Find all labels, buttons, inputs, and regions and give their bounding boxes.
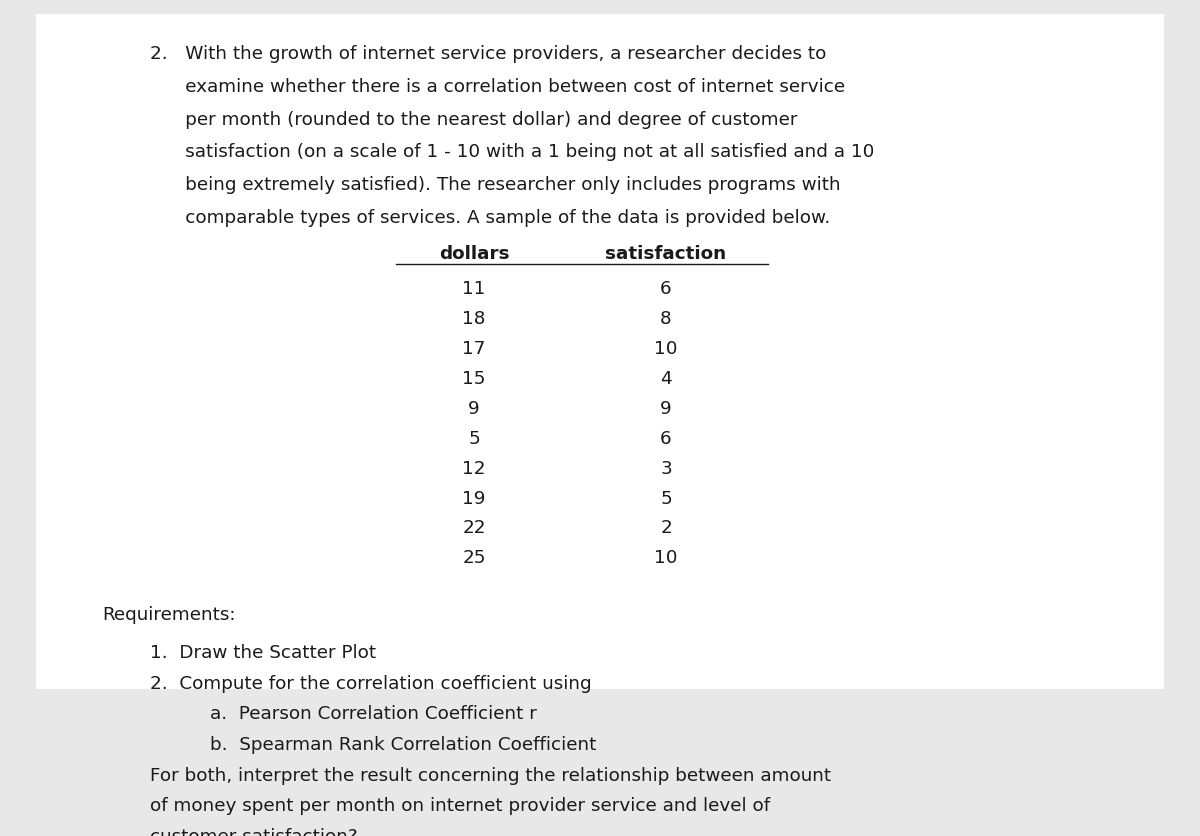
Text: a.  Pearson Correlation Coefficient r: a. Pearson Correlation Coefficient r (210, 706, 536, 723)
Text: 2: 2 (660, 519, 672, 538)
Text: 4: 4 (660, 370, 672, 388)
Text: dollars: dollars (439, 245, 509, 263)
Text: 8: 8 (660, 310, 672, 328)
Text: 10: 10 (654, 339, 678, 358)
Text: per month (rounded to the nearest dollar) and degree of customer: per month (rounded to the nearest dollar… (150, 110, 798, 129)
Text: 19: 19 (462, 490, 486, 507)
Text: 6: 6 (660, 280, 672, 298)
Text: 10: 10 (654, 549, 678, 568)
Text: satisfaction (on a scale of 1 - 10 with a 1 being not at all satisfied and a 10: satisfaction (on a scale of 1 - 10 with … (150, 144, 875, 161)
Text: 3: 3 (660, 460, 672, 477)
Text: 18: 18 (462, 310, 486, 328)
Text: 9: 9 (660, 400, 672, 418)
Text: 5: 5 (660, 490, 672, 507)
Text: satisfaction: satisfaction (606, 245, 726, 263)
Text: 2.  Compute for the correlation coefficient using: 2. Compute for the correlation coefficie… (150, 675, 592, 693)
Text: 25: 25 (462, 549, 486, 568)
Text: For both, interpret the result concerning the relationship between amount: For both, interpret the result concernin… (150, 767, 832, 785)
Text: 15: 15 (462, 370, 486, 388)
Text: examine whether there is a correlation between cost of internet service: examine whether there is a correlation b… (150, 78, 845, 96)
Text: 9: 9 (468, 400, 480, 418)
Text: 17: 17 (462, 339, 486, 358)
Text: comparable types of services. A sample of the data is provided below.: comparable types of services. A sample o… (150, 209, 830, 227)
Text: 12: 12 (462, 460, 486, 477)
Text: Requirements:: Requirements: (102, 606, 235, 624)
Text: 1.  Draw the Scatter Plot: 1. Draw the Scatter Plot (150, 644, 376, 662)
Text: of money spent per month on internet provider service and level of: of money spent per month on internet pro… (150, 798, 770, 815)
Text: b.  Spearman Rank Correlation Coefficient: b. Spearman Rank Correlation Coefficient (210, 736, 596, 754)
Text: 2.   With the growth of internet service providers, a researcher decides to: 2. With the growth of internet service p… (150, 45, 827, 64)
FancyBboxPatch shape (36, 14, 1164, 690)
Text: 6: 6 (660, 430, 672, 447)
Text: being extremely satisfied). The researcher only includes programs with: being extremely satisfied). The research… (150, 176, 841, 194)
Text: 5: 5 (468, 430, 480, 447)
Text: customer satisfaction?: customer satisfaction? (150, 828, 358, 836)
Text: 11: 11 (462, 280, 486, 298)
Text: 22: 22 (462, 519, 486, 538)
